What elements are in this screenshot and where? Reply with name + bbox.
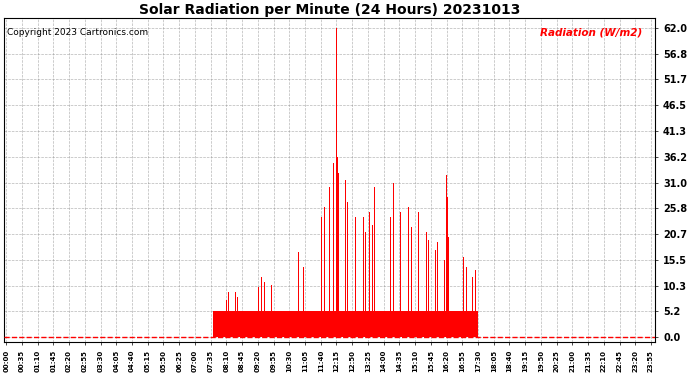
Text: Radiation (W/m2): Radiation (W/m2) — [540, 28, 642, 38]
Title: Solar Radiation per Minute (24 Hours) 20231013: Solar Radiation per Minute (24 Hours) 20… — [139, 3, 520, 17]
Text: Copyright 2023 Cartronics.com: Copyright 2023 Cartronics.com — [7, 28, 148, 37]
